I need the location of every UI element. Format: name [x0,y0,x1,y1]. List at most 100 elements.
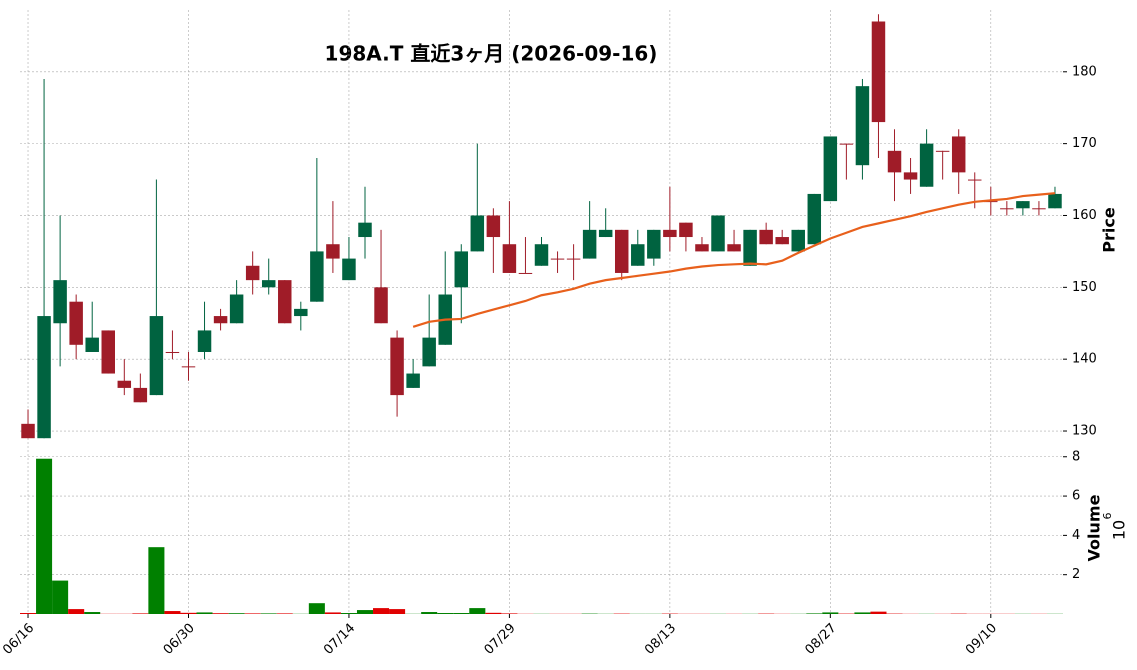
volume-bar [453,613,470,614]
candle-body [278,280,292,324]
candle-body [759,229,773,245]
candle-body [807,193,822,245]
candle-body [454,251,469,288]
volume-bar [806,613,823,614]
volume-bar [180,612,197,614]
candle-body [390,337,404,396]
volume-bar [308,603,325,614]
volume-tick-label: 2 [1072,567,1080,582]
candle-body [743,229,757,266]
candle-body [374,287,388,324]
volume-bar [485,612,502,614]
candle-body [855,86,870,166]
candle-body [791,229,805,252]
y-tick-label: 170 [1072,136,1097,151]
candle-body [775,237,789,245]
candle-body [261,280,276,288]
candle-body [85,337,99,352]
candle-body [181,366,196,368]
volume-bar [20,613,37,614]
volume-bar [68,609,85,614]
volume-bar [469,608,486,614]
x-tick-label: 07/14 [321,621,358,658]
x-tick-label: 06/16 [0,621,37,658]
candle-body [566,258,581,260]
x-tick-label: 09/10 [963,621,1000,658]
volume-bar [36,458,53,614]
volume-bar [356,610,374,614]
candle-body [133,387,148,403]
candle-body [53,280,67,324]
candle-body [1016,201,1030,209]
volume-bar [854,612,871,614]
y-tick-label: 160 [1072,208,1097,223]
volume-axis-label: Volume [1085,494,1104,561]
volume-bar [340,613,357,614]
y-axis-label: Price [1100,207,1119,253]
volume-bar [244,613,261,614]
candle-body [310,251,324,302]
candle-body [679,222,693,238]
candle-body [486,215,501,238]
x-tick-label: 08/13 [642,621,679,658]
y-tick-label: 140 [1072,352,1097,367]
volume-tick-label: 6 [1072,489,1080,504]
volume-bar [389,609,406,614]
candle-body [631,244,645,266]
x-tick-label: 06/30 [161,621,198,658]
candle-body [21,423,35,439]
volume-bar [228,613,245,614]
volume-bar [421,612,438,614]
volume-bar [437,613,454,614]
volume-bar [52,580,69,614]
volume-bar [276,613,293,614]
candle-body [69,301,83,345]
x-tick-label: 08/27 [803,621,840,658]
candle-body [663,229,677,238]
candle-body [1000,208,1014,210]
candle-body [294,308,308,317]
candle-body [534,244,549,266]
candle-body [197,330,212,352]
volume-bar [148,547,165,614]
candle-body [711,215,725,252]
volume-bar [822,612,839,614]
candle-body [470,215,485,252]
volume-multiplier-base: 10 [1110,520,1129,540]
volume-bar [212,613,229,614]
candle-body [598,229,613,238]
candle-body [582,229,597,259]
candle-body [502,244,517,273]
candle-body [342,258,356,281]
volume-bar [501,613,518,614]
candle-body [149,316,164,396]
candle-body [647,229,661,259]
candle-body [1032,208,1046,210]
y-tick-label: 180 [1072,64,1097,79]
candle-body [871,21,886,123]
candle-body [213,316,228,324]
volume-bar [870,611,887,614]
moving-average-line [412,192,1056,328]
candle-body [229,294,244,324]
candle-body [951,136,966,173]
candle-body [406,373,420,388]
candle-body [550,258,565,260]
volume-tick-label: 4 [1072,528,1080,543]
volume-bar [84,612,101,614]
candle-body [358,222,372,238]
candle-body [968,179,982,181]
volume-bar [373,608,390,614]
y-tick-label: 150 [1072,280,1097,295]
candle-body [326,244,340,259]
candle-body [422,337,436,367]
candle-body [101,330,115,374]
candle-body [935,150,950,152]
candle-body [695,244,709,252]
candle-body [727,244,741,252]
candle-body [903,172,918,180]
candle-body [984,201,998,203]
candle-body [823,136,838,202]
volume-tick-label: 8 [1072,449,1080,464]
candle-body [919,143,934,187]
